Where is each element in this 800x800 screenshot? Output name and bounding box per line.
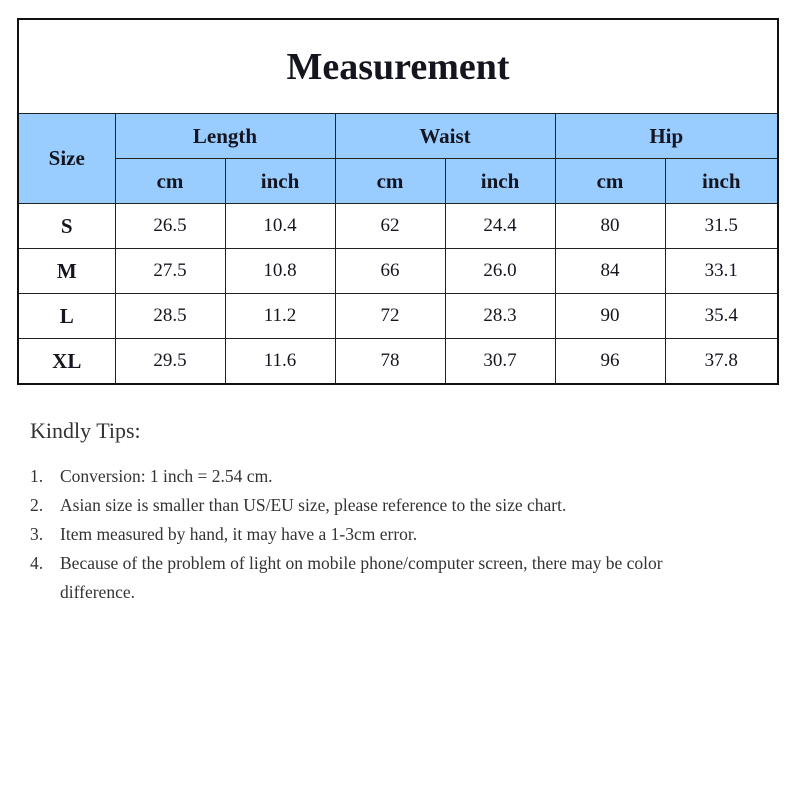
tip-number: 2. bbox=[30, 495, 44, 515]
value-cell: 78 bbox=[334, 338, 446, 385]
tip-item: 4. Because of the problem of light on mob… bbox=[30, 549, 730, 607]
tip-text: Asian size is smaller than US/EU size, p… bbox=[60, 495, 567, 515]
value-cell: 28.3 bbox=[444, 293, 556, 339]
value-cell: 27.5 bbox=[114, 248, 226, 294]
tip-text: Item measured by hand, it may have a 1-3… bbox=[60, 524, 418, 544]
header-unit: inch bbox=[444, 158, 556, 204]
header-length: Length bbox=[114, 113, 336, 159]
value-cell: 84 bbox=[554, 248, 666, 294]
measurement-table: Measurement Size Length Waist Hip cm inc… bbox=[17, 18, 780, 385]
header-unit: inch bbox=[664, 158, 779, 204]
header-unit: cm bbox=[554, 158, 666, 204]
value-cell: 35.4 bbox=[664, 293, 779, 339]
value-cell: 80 bbox=[554, 203, 666, 249]
size-cell: XL bbox=[17, 338, 116, 385]
value-cell: 31.5 bbox=[664, 203, 779, 249]
header-size: Size bbox=[17, 113, 116, 204]
value-cell: 62 bbox=[334, 203, 446, 249]
value-cell: 72 bbox=[334, 293, 446, 339]
value-cell: 10.4 bbox=[224, 203, 336, 249]
value-cell: 33.1 bbox=[664, 248, 779, 294]
value-cell: 66 bbox=[334, 248, 446, 294]
header-waist: Waist bbox=[334, 113, 556, 159]
value-cell: 90 bbox=[554, 293, 666, 339]
value-cell: 29.5 bbox=[114, 338, 226, 385]
value-cell: 10.8 bbox=[224, 248, 336, 294]
tip-item: 1. Conversion: 1 inch = 2.54 cm. bbox=[30, 462, 730, 491]
value-cell: 30.7 bbox=[444, 338, 556, 385]
value-cell: 26.5 bbox=[114, 203, 226, 249]
table-row: L 28.5 11.2 72 28.3 90 35.4 bbox=[17, 293, 779, 339]
value-cell: 26.0 bbox=[444, 248, 556, 294]
table-title: Measurement bbox=[17, 18, 779, 114]
value-cell: 11.2 bbox=[224, 293, 336, 339]
header-unit: cm bbox=[334, 158, 446, 204]
table-row: S 26.5 10.4 62 24.4 80 31.5 bbox=[17, 203, 779, 249]
header-hip: Hip bbox=[554, 113, 779, 159]
tip-item: 3. Item measured by hand, it may have a 1… bbox=[30, 520, 730, 549]
size-cell: L bbox=[17, 293, 116, 339]
header-unit: cm bbox=[114, 158, 226, 204]
table-row: M 27.5 10.8 66 26.0 84 33.1 bbox=[17, 248, 779, 294]
value-cell: 96 bbox=[554, 338, 666, 385]
tip-item: 2. Asian size is smaller than US/EU size,… bbox=[30, 491, 730, 520]
tip-text: Conversion: 1 inch = 2.54 cm. bbox=[60, 466, 273, 486]
tip-number: 1. bbox=[30, 466, 44, 486]
table-row: XL 29.5 11.6 78 30.7 96 37.8 bbox=[17, 338, 779, 385]
size-cell: M bbox=[17, 248, 116, 294]
tip-number: 4. bbox=[30, 553, 44, 573]
value-cell: 28.5 bbox=[114, 293, 226, 339]
size-cell: S bbox=[17, 203, 116, 249]
tips-list: 1. Conversion: 1 inch = 2.54 cm. 2. Asian s… bbox=[30, 462, 730, 607]
value-cell: 37.8 bbox=[664, 338, 779, 385]
value-cell: 11.6 bbox=[224, 338, 336, 385]
tip-number: 3. bbox=[30, 524, 44, 544]
tips-title: Kindly Tips: bbox=[30, 418, 141, 443]
kindly-tips: Kindly Tips: 1. Conversion: 1 inch = 2.54… bbox=[30, 418, 730, 607]
header-unit: inch bbox=[224, 158, 336, 204]
value-cell: 24.4 bbox=[444, 203, 556, 249]
tip-text: Because of the problem of light on mobil… bbox=[60, 553, 663, 602]
